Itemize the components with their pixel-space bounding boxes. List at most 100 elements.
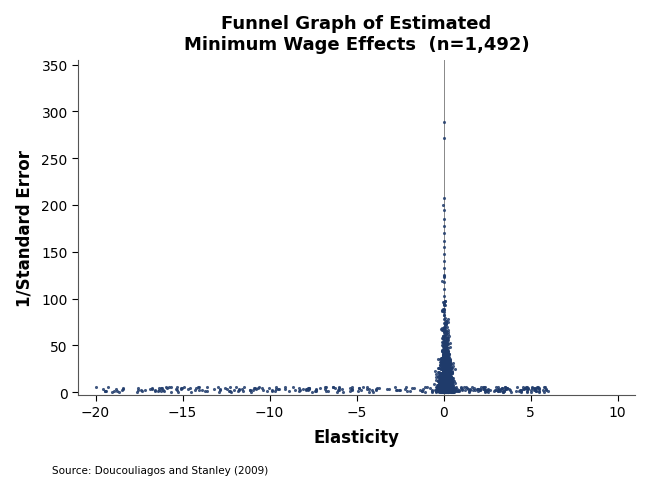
Point	[438, 383, 448, 390]
Point	[437, 365, 448, 372]
Point	[530, 387, 540, 395]
Point	[435, 377, 445, 385]
Point	[443, 326, 453, 334]
Point	[445, 375, 456, 383]
Point	[468, 386, 478, 394]
Point	[251, 385, 261, 393]
Point	[443, 373, 454, 381]
Point	[438, 382, 448, 390]
Point	[447, 370, 457, 377]
Title: Funnel Graph of Estimated
Minimum Wage Effects  (n=1,492): Funnel Graph of Estimated Minimum Wage E…	[184, 15, 529, 54]
Point	[439, 329, 449, 336]
Point	[453, 388, 463, 396]
Point	[437, 388, 448, 396]
Point	[441, 360, 451, 367]
Point	[456, 384, 466, 392]
Point	[441, 371, 452, 378]
Point	[432, 385, 442, 393]
Point	[337, 386, 347, 394]
Point	[443, 364, 453, 372]
Point	[135, 386, 146, 394]
Point	[441, 375, 452, 383]
Point	[441, 372, 451, 380]
Point	[245, 387, 255, 395]
Point	[491, 384, 501, 391]
Point	[440, 341, 450, 349]
Point	[431, 388, 441, 396]
Point	[304, 385, 314, 393]
Point	[517, 385, 528, 393]
Point	[437, 354, 447, 362]
Point	[444, 383, 454, 391]
Point	[439, 324, 450, 332]
Point	[448, 388, 459, 396]
Point	[441, 362, 452, 370]
Point	[439, 244, 449, 252]
Point	[447, 362, 458, 370]
Point	[432, 384, 443, 392]
Point	[445, 384, 455, 391]
Point	[435, 355, 445, 363]
Point	[441, 378, 451, 385]
Point	[196, 386, 207, 394]
Point	[442, 385, 452, 393]
Point	[445, 385, 455, 393]
Point	[440, 315, 450, 323]
Point	[441, 387, 451, 395]
Point	[443, 381, 454, 388]
Point	[440, 375, 450, 383]
Point	[445, 384, 456, 392]
Point	[374, 384, 384, 392]
Point	[117, 386, 127, 394]
Point	[443, 359, 453, 366]
Point	[439, 387, 449, 395]
Point	[439, 258, 449, 265]
Point	[437, 387, 448, 395]
Point	[441, 384, 451, 392]
Point	[400, 385, 410, 393]
Point	[446, 379, 456, 387]
Point	[440, 386, 450, 394]
Point	[441, 367, 452, 375]
Point	[294, 388, 304, 396]
Point	[433, 383, 443, 391]
Point	[443, 383, 454, 391]
Point	[436, 378, 447, 385]
Point	[150, 387, 161, 395]
Point	[444, 371, 454, 378]
Point	[434, 383, 444, 390]
Point	[440, 341, 450, 349]
Point	[531, 387, 541, 395]
Point	[367, 386, 377, 394]
Point	[436, 385, 446, 393]
Point	[442, 388, 452, 396]
Point	[439, 357, 449, 364]
Point	[328, 384, 338, 392]
Point	[439, 387, 450, 395]
Point	[443, 363, 453, 371]
Point	[443, 382, 453, 390]
Point	[262, 387, 272, 395]
Point	[441, 351, 452, 359]
Point	[445, 385, 456, 393]
Point	[440, 368, 450, 375]
Point	[328, 383, 339, 391]
Point	[362, 383, 372, 391]
Point	[433, 384, 443, 392]
Point	[515, 386, 526, 394]
Point	[440, 384, 450, 392]
Point	[441, 387, 451, 395]
Point	[534, 385, 544, 393]
Point	[434, 384, 444, 392]
Point	[249, 384, 259, 392]
Point	[438, 202, 448, 209]
Point	[234, 385, 244, 393]
Point	[437, 359, 448, 366]
Point	[443, 379, 453, 387]
Point	[442, 356, 452, 363]
Point	[439, 278, 449, 286]
Point	[446, 384, 456, 392]
Point	[443, 366, 453, 373]
Point	[437, 375, 447, 383]
Point	[440, 324, 450, 332]
